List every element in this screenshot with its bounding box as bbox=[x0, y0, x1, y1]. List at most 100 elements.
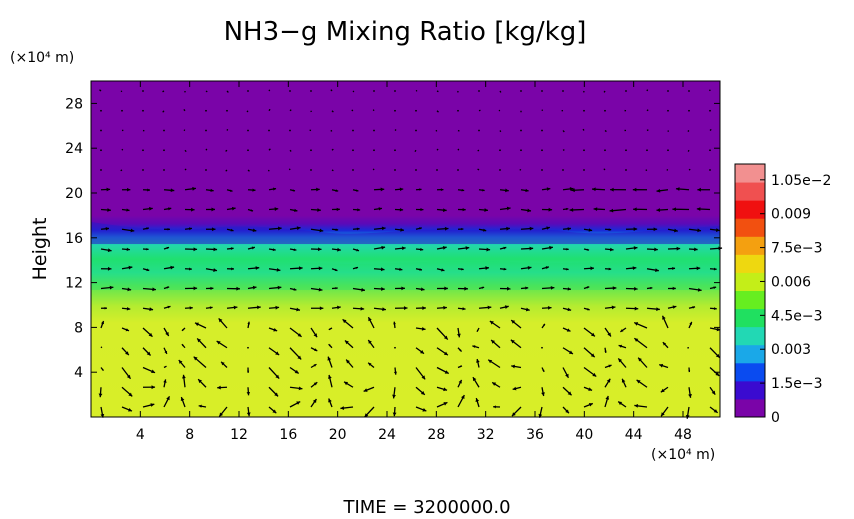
wind-arrow-head bbox=[525, 307, 530, 312]
wind-arrow-head bbox=[330, 89, 332, 91]
wind-arrow-head bbox=[105, 227, 109, 231]
wind-arrow-head bbox=[656, 208, 661, 212]
wind-arrow-head bbox=[101, 346, 102, 348]
colorbar-label: 4.5e−3 bbox=[771, 308, 823, 324]
wind-arrow-head bbox=[444, 286, 448, 291]
colorbar-segment bbox=[735, 380, 765, 400]
green-band bbox=[91, 258, 720, 290]
colorbar-label: 0.006 bbox=[771, 274, 811, 290]
wind-arrow-head bbox=[293, 288, 297, 291]
wind-arrow-head bbox=[290, 150, 292, 152]
wind-arrow-head bbox=[217, 385, 221, 390]
wind-arrow-head bbox=[525, 286, 529, 290]
wind-arrow bbox=[625, 149, 627, 152]
wind-arrow-head bbox=[621, 378, 626, 383]
wind-arrow-head bbox=[444, 226, 449, 231]
wind-arrow-head bbox=[461, 188, 465, 192]
wind-arrow-head bbox=[128, 392, 133, 397]
wind-arrow-head bbox=[298, 266, 303, 271]
wind-arrow-head bbox=[689, 321, 692, 325]
wind-arrow-head bbox=[99, 89, 101, 91]
wind-arrow-head bbox=[493, 405, 496, 409]
wind-arrow-head bbox=[550, 285, 555, 290]
wind-arrow-head bbox=[167, 227, 170, 231]
wind-arrow-head bbox=[185, 150, 187, 152]
wind-arrow-head bbox=[672, 305, 677, 309]
wind-arrow bbox=[163, 149, 165, 152]
wind-arrow-head bbox=[604, 91, 605, 93]
wind-arrow-head bbox=[342, 319, 347, 324]
wind-arrow-head bbox=[318, 287, 323, 292]
wind-arrow bbox=[373, 149, 375, 152]
wind-arrow-head bbox=[421, 326, 426, 331]
wind-arrow-head bbox=[542, 369, 545, 372]
wind-arrow-head bbox=[565, 409, 569, 414]
wind-arrow-head bbox=[604, 350, 607, 353]
wind-arrow-head bbox=[472, 345, 476, 349]
wind-arrow-head bbox=[653, 227, 658, 232]
wind-arrow-head bbox=[252, 228, 257, 233]
wind-arrow-head bbox=[460, 365, 462, 368]
wind-arrow-head bbox=[689, 169, 691, 170]
wind-arrow bbox=[520, 149, 522, 152]
wind-arrow-head bbox=[618, 358, 623, 363]
wind-arrow-head bbox=[444, 370, 449, 374]
wind-arrow-head bbox=[647, 89, 648, 91]
wind-arrow-head bbox=[546, 226, 550, 230]
wind-arrow-head bbox=[696, 266, 701, 271]
wind-arrow-head bbox=[620, 329, 624, 332]
wind-arrow-head bbox=[183, 109, 185, 111]
wind-arrow-head bbox=[697, 187, 701, 192]
wind-arrow-head bbox=[381, 226, 386, 231]
wind-arrow bbox=[352, 149, 354, 152]
wind-arrow bbox=[583, 109, 585, 112]
wind-arrow-head bbox=[633, 246, 638, 250]
wind-arrow-head bbox=[694, 247, 698, 252]
wind-arrow-head bbox=[150, 403, 155, 407]
wind-arrow-head bbox=[645, 169, 647, 171]
wind-arrow bbox=[604, 149, 606, 152]
colorbar-segment bbox=[735, 254, 765, 273]
wind-arrow-head bbox=[236, 286, 240, 291]
wind-arrow bbox=[415, 129, 417, 132]
wind-arrow-head bbox=[163, 379, 167, 383]
wind-arrow-head bbox=[252, 188, 256, 192]
x-unit-label: (×10⁴ m) bbox=[651, 447, 715, 463]
wind-arrow-head bbox=[672, 207, 676, 212]
wind-arrow-head bbox=[567, 227, 571, 231]
wind-arrow-head bbox=[488, 359, 493, 364]
wind-arrow-head bbox=[713, 307, 717, 311]
wind-arrow-head bbox=[399, 187, 404, 192]
wind-arrow bbox=[709, 149, 711, 152]
wind-arrow-head bbox=[344, 381, 349, 386]
wind-arrow-head bbox=[420, 287, 425, 292]
wind-arrow-head bbox=[566, 207, 569, 211]
wind-arrow bbox=[352, 129, 354, 132]
wind-arrow-head bbox=[713, 409, 718, 413]
wind-arrow-head bbox=[392, 394, 396, 399]
wind-arrow-head bbox=[713, 286, 717, 289]
wind-arrow-head bbox=[422, 306, 426, 310]
wind-arrow-head bbox=[120, 170, 122, 171]
wind-arrow-head bbox=[420, 247, 424, 252]
wind-arrow-head bbox=[206, 91, 208, 92]
wind-arrow-head bbox=[529, 226, 534, 231]
wind-arrow-head bbox=[419, 227, 422, 230]
wind-arrow bbox=[100, 149, 102, 152]
wind-arrow-head bbox=[590, 353, 595, 358]
colorbar-segment bbox=[735, 272, 765, 291]
wind-arrow-head bbox=[441, 268, 445, 272]
colorbar-label: 0.009 bbox=[771, 207, 811, 223]
wind-arrow-head bbox=[583, 91, 585, 93]
colorbar-segment bbox=[735, 218, 765, 237]
wind-arrow-head bbox=[227, 91, 229, 93]
wind-arrow-head bbox=[166, 396, 170, 401]
wind-arrow-head bbox=[165, 331, 169, 336]
wind-arrow-head bbox=[181, 329, 184, 331]
y-tick-label: 4 bbox=[74, 365, 83, 381]
wind-arrow-head bbox=[603, 168, 605, 170]
wind-arrow bbox=[205, 109, 207, 112]
wind-arrow-head bbox=[353, 91, 354, 92]
wind-arrow-head bbox=[511, 364, 515, 369]
wind-arrow-head bbox=[505, 188, 509, 193]
